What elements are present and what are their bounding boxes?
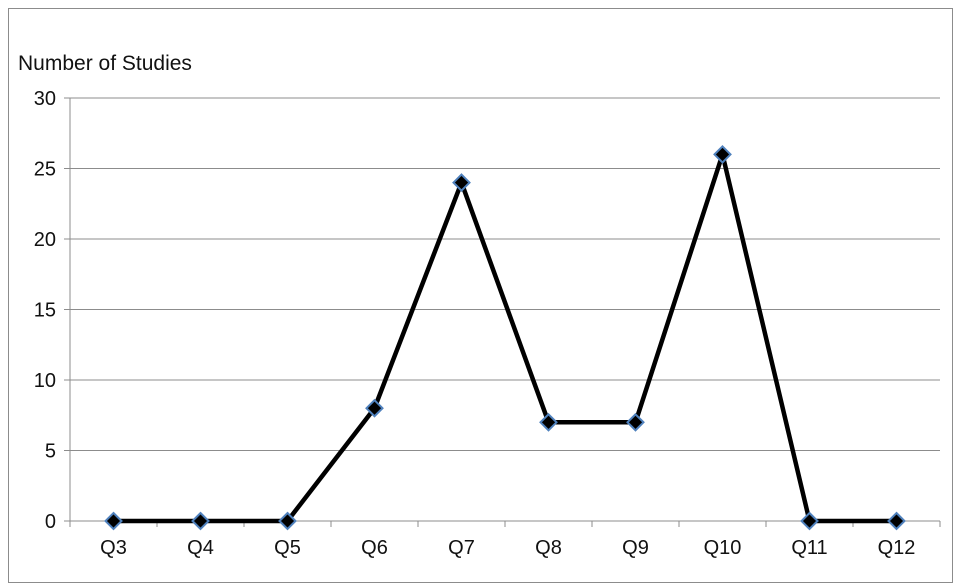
y-tick-label: 10 [34,370,56,392]
data-point [539,412,558,432]
y-tick-label: 20 [34,229,56,251]
x-tick-label: Q5 [274,537,301,559]
data-markers [104,144,906,531]
data-point [887,511,906,531]
x-tick-label: Q11 [791,537,827,559]
x-tick-label: Q9 [622,537,649,559]
y-tick-label: 30 [34,88,56,110]
data-point [191,511,210,531]
y-tick-label: 0 [45,511,56,533]
data-point [104,511,123,531]
data-point [278,511,297,531]
x-tick-label: Q8 [535,537,562,559]
x-tick-label: Q12 [878,537,916,559]
y-tick-label: 15 [34,300,56,322]
series-line [113,146,897,524]
data-point [365,398,384,418]
data-point [713,144,732,164]
chart-frame [8,8,953,583]
y-axis-label: Number of Studies [18,52,192,75]
x-tick-label: Q10 [704,537,742,559]
x-tick-label: Q4 [187,537,214,559]
data-point [626,412,645,432]
y-tick-label: 25 [34,159,56,181]
gridlines [64,97,941,527]
x-tick-label: Q7 [448,537,475,559]
data-point [452,173,471,193]
x-tick-label: Q6 [361,537,388,559]
y-tick-label: 5 [45,441,56,463]
y-tick-labels: 0 5 10 15 20 25 30 [34,88,56,533]
x-tick-labels: Q3 Q4 Q5 Q6 Q7 Q8 Q9 Q10 Q11 Q12 [100,537,915,559]
x-tick-label: Q3 [100,537,127,559]
data-point [800,511,819,531]
